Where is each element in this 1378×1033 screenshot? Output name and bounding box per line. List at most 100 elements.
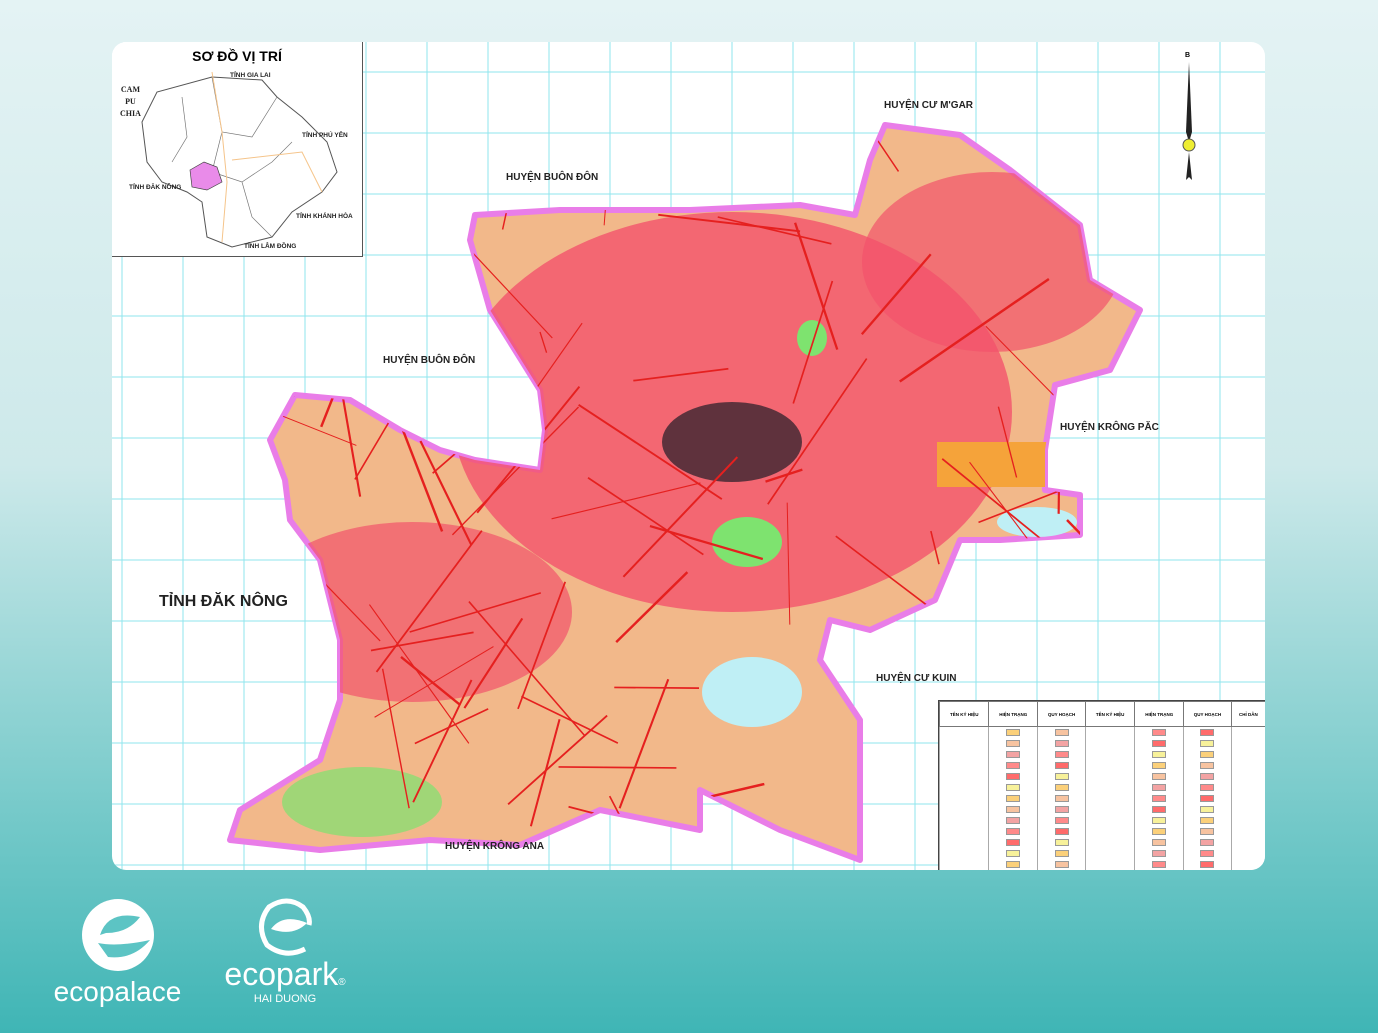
- legend-cell: [1037, 749, 1086, 760]
- legend-cell: [1084, 837, 1135, 848]
- legend-cell: [988, 738, 1038, 749]
- legend-header: HIỆN TRẠNG: [988, 701, 1039, 727]
- legend-cell: [1230, 760, 1265, 771]
- road: [1057, 452, 1061, 514]
- road: [1103, 387, 1122, 391]
- road: [1066, 519, 1140, 599]
- road: [985, 325, 1062, 404]
- legend-cell: [1084, 760, 1135, 771]
- legend-swatch: [1200, 761, 1215, 769]
- urban-zone: [252, 522, 572, 702]
- legend-cell: [938, 826, 989, 837]
- ecopark-wordmark: ecopark: [224, 956, 339, 992]
- legend-cell: [1084, 738, 1135, 749]
- legend-cell: [1037, 859, 1086, 870]
- legend-swatch: [1054, 849, 1069, 857]
- green-zone: [282, 767, 442, 837]
- legend-cell: [938, 815, 989, 826]
- road: [1154, 481, 1265, 507]
- legend-swatch: [1200, 728, 1215, 736]
- legend-swatch: [1200, 750, 1215, 758]
- ecopark-logo: ecopark® HAI DUONG: [210, 895, 360, 1005]
- legend-swatch: [1054, 805, 1069, 813]
- road: [707, 135, 762, 180]
- road: [921, 627, 1057, 669]
- legend-cell: [938, 793, 989, 804]
- legend-swatch: [1054, 783, 1069, 791]
- region-label: HUYỆN CƯ M'GAR: [884, 100, 974, 111]
- legend-cell: [1084, 815, 1135, 826]
- legend-cell: [938, 771, 989, 782]
- legend-swatch: [1152, 783, 1167, 791]
- road: [860, 253, 932, 336]
- legend-cell: [1183, 749, 1232, 760]
- legend-row: [938, 771, 1265, 782]
- road: [1066, 125, 1112, 225]
- legend-cell: [938, 782, 989, 793]
- road: [786, 502, 791, 625]
- legend-cell: [1037, 815, 1086, 826]
- legend-swatch: [1200, 739, 1215, 747]
- region-label: HUYỆN CƯ KUIN: [876, 673, 957, 684]
- ecopark-leaf-icon: [259, 898, 312, 956]
- legend-cell: [1134, 848, 1184, 859]
- legend-cell: [1230, 815, 1265, 826]
- road: [1049, 622, 1140, 677]
- road: [767, 358, 868, 505]
- road: [419, 440, 473, 546]
- road: [521, 695, 619, 744]
- road: [899, 784, 934, 836]
- legend-cell: [938, 848, 989, 859]
- legend-swatch: [1006, 838, 1021, 846]
- legend-cell: [1037, 837, 1086, 848]
- legend-cell: [1134, 771, 1184, 782]
- ecopalace-logo: ecopalace: [45, 895, 190, 1008]
- legend-swatch: [1054, 728, 1069, 736]
- road: [792, 280, 834, 404]
- dense-urban-zone: [662, 402, 802, 482]
- road: [736, 125, 750, 199]
- legend-cell: [1037, 738, 1086, 749]
- legend-row: [938, 859, 1265, 870]
- legend-cell: [1037, 804, 1086, 815]
- land-use-map: [112, 42, 1265, 870]
- inset-label: TỈNH ĐĂK NÔNG: [129, 184, 182, 191]
- legend-header: HIỆN TRẠNG: [1134, 701, 1185, 727]
- road: [374, 646, 494, 718]
- region-label: TỈNH ĐĂK NÔNG: [159, 593, 288, 610]
- road: [690, 125, 726, 187]
- road: [468, 601, 586, 737]
- region-label: HUYỆN BUÔN ĐÔN: [506, 172, 599, 183]
- legend-swatch: [1006, 750, 1021, 758]
- legend-cell: [1084, 804, 1135, 815]
- legend-swatch: [1200, 860, 1215, 868]
- road: [587, 477, 704, 556]
- road: [899, 277, 1050, 383]
- legend-swatch: [1054, 816, 1069, 824]
- road: [539, 331, 548, 353]
- legend-swatch: [1152, 772, 1167, 780]
- road: [633, 367, 729, 382]
- legend-cell: [1230, 749, 1265, 760]
- inset-label: TỈNH KHÁNH HÒA: [296, 213, 353, 220]
- legend-header: QUY HOẠCH: [1037, 701, 1086, 727]
- legend-cell: [1134, 738, 1184, 749]
- road: [381, 668, 410, 809]
- legend-swatch: [1200, 849, 1215, 857]
- legend-swatch: [1054, 772, 1069, 780]
- legend-cell: [938, 749, 989, 760]
- legend-swatch: [1152, 750, 1167, 758]
- lake: [997, 507, 1077, 537]
- road: [463, 617, 524, 709]
- inset-title: SƠ ĐỒ VỊ TRÍ: [192, 48, 282, 64]
- road: [273, 411, 357, 446]
- legend-cell: [1134, 726, 1184, 738]
- legend-cell: [1084, 859, 1135, 870]
- legend-cell: [988, 804, 1038, 815]
- legend-swatch: [1054, 794, 1069, 802]
- road: [615, 571, 689, 643]
- road: [821, 125, 900, 172]
- legend-cell: [988, 726, 1038, 738]
- road: [375, 530, 483, 673]
- road: [270, 509, 289, 526]
